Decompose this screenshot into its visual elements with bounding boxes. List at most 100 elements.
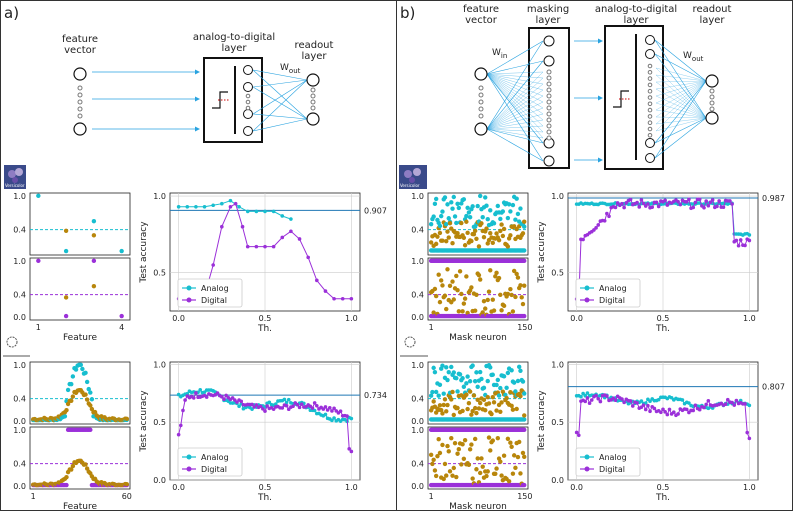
input-connection — [486, 73, 544, 121]
neuron-dot — [478, 99, 484, 105]
scatter-point — [481, 397, 487, 403]
a-iris-scatter-x-tick: 1 — [36, 323, 41, 332]
b-iris-scatter-bottom-subplot: 1.0 0.4 0.0 — [411, 257, 529, 322]
scatter-point — [518, 471, 523, 476]
scatter-point — [456, 205, 462, 211]
a-iris-scatter-bottom-subplot: 1.0 0.4 0.0 — [13, 257, 131, 322]
readout-connection — [654, 80, 707, 144]
scatter-point — [475, 384, 480, 390]
scatter-point — [450, 279, 455, 284]
scatter-point — [459, 291, 464, 297]
digital-series-point — [254, 244, 259, 249]
neuron-dot — [478, 106, 484, 112]
input-connection — [486, 113, 544, 130]
scatter-point — [451, 194, 456, 200]
y-axis-label: Test accuracy — [139, 221, 149, 284]
a-sonar-accuracy: 1.0 0.5 0.0 0.0 0.5 1.0 Th. Test accuracy 0.734 A… — [139, 360, 387, 503]
scatter-point — [464, 213, 469, 219]
readout-connection — [655, 80, 707, 132]
digital-series-point — [646, 202, 650, 206]
scatter-point — [479, 376, 484, 382]
iris-flower-icon-b: Versicolor — [399, 165, 427, 189]
scatter-point — [445, 202, 450, 207]
input-neuron — [73, 67, 87, 81]
digital-series-point — [220, 394, 224, 399]
subplot-frame — [29, 361, 131, 425]
digital-series-point — [598, 399, 603, 404]
scatter-point — [504, 395, 509, 401]
digital-series-point — [743, 402, 747, 406]
scatter-point — [450, 206, 455, 211]
neuron-dot — [77, 85, 83, 91]
analog-series-point — [286, 397, 291, 402]
scatter-point — [449, 364, 454, 370]
digital-series-point — [323, 405, 328, 409]
digital-series-point — [183, 398, 187, 402]
scatter-point — [480, 215, 485, 220]
scatter-point — [494, 382, 499, 388]
scatter-point — [491, 221, 497, 226]
digital-series-point — [250, 402, 254, 407]
scatter-point — [476, 406, 482, 411]
digital-series-point — [745, 430, 750, 435]
scatter-point — [470, 204, 475, 209]
step-function-icon — [613, 90, 629, 108]
neuron-dot — [546, 117, 552, 123]
scatter-point — [480, 464, 485, 469]
digital-series-point — [613, 398, 618, 403]
scatter-point — [519, 295, 524, 300]
scatter-point — [513, 294, 518, 300]
scatter-point — [69, 467, 74, 472]
scatter-point — [516, 439, 522, 445]
digital-series-point — [265, 404, 269, 408]
readout-connection — [655, 67, 707, 119]
legend-analog-marker — [186, 454, 192, 460]
scatter-point — [449, 435, 454, 441]
scatter-point — [69, 398, 74, 404]
input-neuron — [73, 122, 87, 136]
scatter-point — [495, 377, 501, 383]
scatter-point — [491, 308, 497, 313]
iris-icon-caption: Versicolor — [5, 183, 25, 188]
digital-series-point — [605, 211, 609, 216]
scatter-point — [433, 473, 439, 479]
y-tick-label: 1.0 — [411, 361, 424, 370]
y-tick-label: 0.4 — [411, 226, 424, 235]
readout-connection — [655, 88, 707, 119]
digital-series-point — [684, 407, 689, 412]
scatter-point — [446, 216, 451, 221]
neuron-dot — [546, 129, 552, 135]
neuron-dot — [647, 95, 653, 100]
digital-series-point — [652, 406, 657, 411]
scatter-point — [64, 482, 69, 488]
scatter-point — [464, 392, 469, 397]
digital-series-point — [347, 447, 352, 451]
scatter-point — [446, 369, 451, 375]
scatter-point — [455, 389, 460, 394]
scatter-point — [436, 437, 441, 442]
scatter-point — [447, 283, 453, 289]
scatter-point — [70, 374, 76, 379]
a-iris-scatter-x-label: Feature — [63, 333, 97, 343]
step-function-icon — [212, 91, 228, 109]
scatter-point — [484, 226, 489, 231]
neuron-dot — [310, 105, 316, 111]
mask-neuron — [543, 55, 555, 67]
scatter-point — [36, 258, 41, 264]
scatter-point — [465, 230, 470, 236]
digital-series-point — [738, 238, 743, 242]
scatter-point — [495, 436, 501, 441]
scatter-point — [520, 450, 526, 456]
analog-series-point — [271, 209, 276, 214]
digital-series-point — [691, 408, 696, 413]
scatter-point — [467, 215, 473, 220]
neuron-dot — [709, 88, 715, 94]
digital-series-point — [176, 432, 181, 437]
digital-series-point — [332, 296, 336, 301]
b-iris-accuracy: 1.0 0.5 0.0 0.5 1.0 Th. Test accuracy 0.987 Anal… — [537, 192, 785, 334]
scatter-point — [460, 442, 465, 447]
analog-series-point — [284, 400, 289, 405]
digital-series-point — [622, 400, 626, 405]
layer-label-readout-a: readout layer — [295, 40, 334, 62]
digital-series-point — [630, 404, 635, 408]
